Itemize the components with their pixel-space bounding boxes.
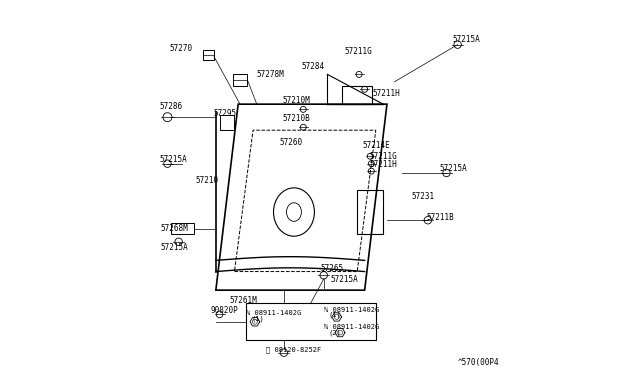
Text: 57284: 57284	[301, 62, 324, 71]
Text: 57211B: 57211B	[426, 213, 454, 222]
Text: 57215A: 57215A	[439, 164, 467, 173]
Text: 57295: 57295	[214, 109, 237, 118]
Text: 57214E: 57214E	[363, 141, 390, 150]
Text: Ⓢ 08120-8252F: Ⓢ 08120-8252F	[266, 346, 321, 353]
Text: ^570(00P4: ^570(00P4	[458, 358, 499, 367]
Text: 57215A: 57215A	[330, 275, 358, 283]
Text: 90820P: 90820P	[211, 306, 238, 315]
Text: 57215A: 57215A	[159, 155, 187, 164]
Text: 57265: 57265	[320, 264, 343, 273]
Text: 57211G: 57211G	[344, 47, 372, 56]
Text: ℕ 08911-1402G: ℕ 08911-1402G	[324, 324, 379, 330]
Text: 57278M: 57278M	[257, 70, 285, 79]
Text: (1): (1)	[329, 312, 342, 318]
Text: 57211G: 57211G	[369, 152, 397, 161]
Text: 57210B: 57210B	[283, 114, 310, 123]
Text: 57261M: 57261M	[230, 296, 258, 305]
Text: ℕ 08911-1402G: ℕ 08911-1402G	[324, 307, 379, 312]
Text: (1): (1)	[252, 316, 264, 323]
Text: 57215A: 57215A	[160, 243, 188, 252]
Text: 57286: 57286	[159, 102, 182, 110]
Text: 57215A: 57215A	[452, 35, 480, 44]
Text: 57210: 57210	[195, 176, 218, 185]
Text: ℕ 08911-1402G: ℕ 08911-1402G	[246, 310, 301, 316]
Text: 57270: 57270	[170, 44, 193, 53]
Text: 57211H: 57211H	[372, 89, 400, 97]
Text: 57211H: 57211H	[369, 160, 397, 169]
Text: 57210M: 57210M	[283, 96, 310, 105]
Text: (2): (2)	[329, 330, 342, 336]
Text: 57231: 57231	[411, 192, 435, 201]
Text: 57260: 57260	[279, 138, 302, 147]
Text: 57268M: 57268M	[160, 224, 188, 233]
